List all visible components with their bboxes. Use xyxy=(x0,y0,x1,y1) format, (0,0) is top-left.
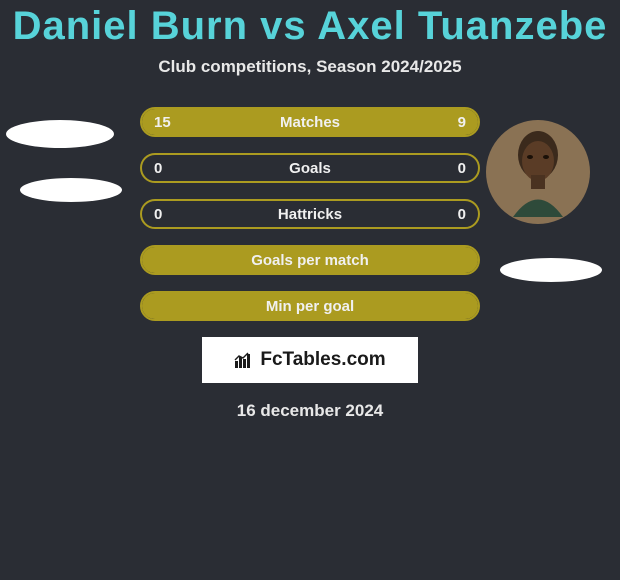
stat-label: Goals per match xyxy=(140,245,480,275)
stat-label: Hattricks xyxy=(140,199,480,229)
stat-row-matches: 15 9 Matches xyxy=(140,107,480,137)
date: 16 december 2024 xyxy=(0,401,620,421)
stat-label: Min per goal xyxy=(140,291,480,321)
stat-row-min-per-goal: Min per goal xyxy=(140,291,480,321)
stat-label: Goals xyxy=(140,153,480,183)
stat-row-goals: 0 0 Goals xyxy=(140,153,480,183)
stats-block: 15 9 Matches 0 0 Goals 0 0 Hattricks Goa… xyxy=(0,107,620,321)
bars-icon xyxy=(234,351,256,369)
page-title: Daniel Burn vs Axel Tuanzebe xyxy=(0,0,620,49)
stat-row-goals-per-match: Goals per match xyxy=(140,245,480,275)
logo-box: FcTables.com xyxy=(202,337,418,383)
logo: FcTables.com xyxy=(234,349,385,371)
subtitle: Club competitions, Season 2024/2025 xyxy=(0,57,620,77)
comparison-card: Daniel Burn vs Axel Tuanzebe Club compet… xyxy=(0,0,620,421)
logo-text: FcTables.com xyxy=(260,349,385,371)
stat-row-hattricks: 0 0 Hattricks xyxy=(140,199,480,229)
stat-label: Matches xyxy=(140,107,480,137)
